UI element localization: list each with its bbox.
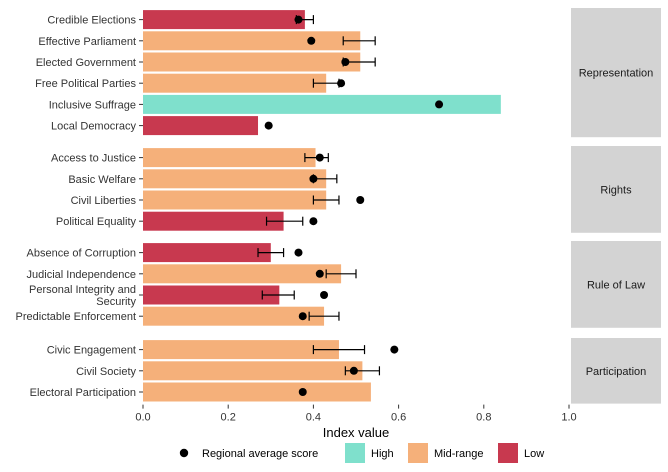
- facet-strip-label: Rights: [600, 184, 632, 196]
- panel-participation: Participation Civic Engagement Civil Socie…: [30, 338, 661, 404]
- y-tick-label: Political Equality: [56, 216, 137, 228]
- x-tick-label: 1.0: [561, 412, 576, 424]
- y-tick-label: Basic Welfare: [68, 174, 136, 186]
- regional-average-point: [315, 153, 324, 162]
- y-tick-label: Civil Liberties: [71, 195, 137, 207]
- x-tick-label: 0.2: [221, 412, 236, 424]
- y-tick-label: Inclusive Suffrage: [49, 99, 136, 111]
- y-tick-label: Free Political Parties: [35, 78, 136, 90]
- legend-low-label: Low: [524, 448, 544, 460]
- x-tick-label: 0.4: [306, 412, 321, 424]
- x-tick-label: 0.6: [391, 412, 406, 424]
- bar: [143, 73, 327, 93]
- y-tick-label: Judicial Independence: [27, 269, 136, 281]
- panels-layer: Representation Credible Elections Effectiv…: [16, 8, 661, 404]
- y-tick-label: Personal Integrity and Security: [29, 284, 137, 308]
- bar: [143, 264, 342, 284]
- bar: [143, 148, 316, 168]
- bar: [143, 116, 259, 136]
- regional-average-point: [337, 79, 346, 88]
- regional-average-point: [294, 15, 303, 24]
- bar: [143, 382, 371, 402]
- y-tick-label: Civil Society: [76, 366, 136, 378]
- regional-average-point: [349, 366, 358, 375]
- y-tick-label: Predictable Enforcement: [16, 311, 136, 323]
- y-tick-label: Electoral Participation: [30, 387, 136, 399]
- facet-strip: [571, 146, 661, 233]
- regional-average-point: [298, 312, 307, 321]
- legend-high-label: High: [371, 448, 394, 460]
- legend: Regional average score High Mid-range Lo…: [179, 443, 544, 463]
- regional-average-point: [390, 345, 399, 354]
- regional-average-point: [309, 174, 318, 183]
- legend-low-key: [498, 443, 518, 463]
- x-axis-title: Index value: [323, 425, 390, 440]
- y-tick-label: Civic Engagement: [47, 345, 136, 357]
- y-tick-label: Absence of Corruption: [27, 248, 136, 260]
- facet-strip: [571, 241, 661, 328]
- bar: [143, 285, 280, 305]
- y-tick-label: Credible Elections: [47, 15, 136, 27]
- panel-rule-of-law: Rule of Law Absence of Corruption Judicial…: [16, 241, 661, 328]
- bar: [143, 243, 271, 263]
- legend-high-key: [345, 443, 365, 463]
- bar: [143, 31, 361, 51]
- bar: [143, 169, 327, 189]
- regional-average-point: [315, 269, 324, 278]
- x-axis: 0.0 0.2 0.4 0.6 0.8 1.0: [135, 404, 577, 424]
- regional-average-point: [294, 248, 303, 257]
- y-tick-label: Local Democracy: [51, 121, 136, 133]
- facet-strip-label: Participation: [586, 366, 647, 378]
- regional-average-point: [341, 58, 350, 66]
- legend-mid-label: Mid-range: [434, 448, 484, 460]
- facet-strip: [571, 338, 661, 404]
- bar: [143, 361, 363, 381]
- bar: [143, 190, 327, 210]
- regional-average-point: [307, 36, 316, 45]
- y-tick-label: Elected Government: [36, 57, 136, 69]
- legend-point-label: Regional average score: [202, 448, 318, 460]
- regional-average-point: [298, 388, 307, 396]
- facet-strip-label: Rule of Law: [587, 279, 645, 291]
- x-tick-label: 0.8: [476, 412, 491, 424]
- x-tick-label: 0.0: [135, 412, 150, 424]
- y-tick-label: Access to Justice: [51, 153, 136, 165]
- legend-mid-key: [408, 443, 428, 463]
- bar: [143, 340, 339, 360]
- y-tick-label: Effective Parliament: [38, 36, 136, 48]
- facet-strip: [571, 8, 661, 138]
- panel-representation: Representation Credible Elections Effectiv…: [35, 8, 661, 138]
- regional-average-point: [435, 100, 444, 109]
- bar: [143, 10, 305, 30]
- regional-average-point: [309, 217, 318, 226]
- regional-average-point: [356, 196, 365, 204]
- facet-strip-label: Representation: [579, 68, 654, 80]
- panel-rights: Rights Access to Justice Basic Welfare Civi…: [51, 146, 661, 233]
- bar: [143, 52, 361, 72]
- bar: [143, 306, 325, 326]
- legend-point-marker: [179, 448, 189, 458]
- bar: [143, 211, 284, 231]
- regional-average-point: [264, 121, 273, 130]
- regional-average-point: [320, 291, 329, 299]
- bar: [143, 94, 501, 114]
